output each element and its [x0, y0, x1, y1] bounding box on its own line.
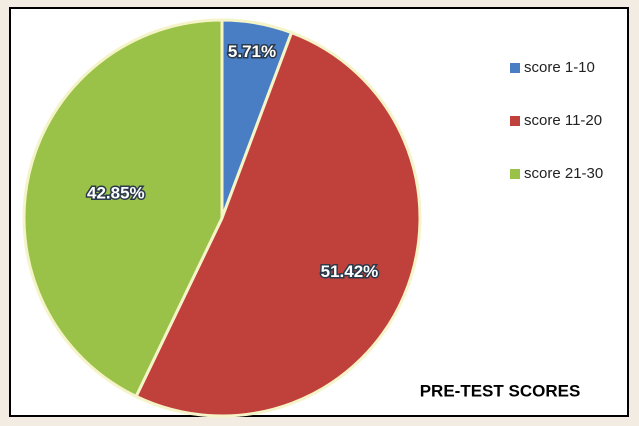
legend-label: score 11-20	[524, 112, 602, 129]
legend-swatch	[510, 63, 520, 73]
chart-title: PRE-TEST SCORES	[420, 381, 581, 400]
data-label: 5.71%	[228, 42, 276, 61]
legend-label: score 21-30	[524, 165, 603, 182]
data-label: 42.85%	[87, 183, 145, 202]
legend-swatch	[510, 116, 520, 126]
pie-slice	[134, 30, 422, 418]
data-label: 51.42%	[321, 262, 379, 281]
legend-swatch	[510, 169, 520, 179]
pie-slice	[22, 18, 224, 399]
legend-label: score 1-10	[524, 59, 595, 76]
